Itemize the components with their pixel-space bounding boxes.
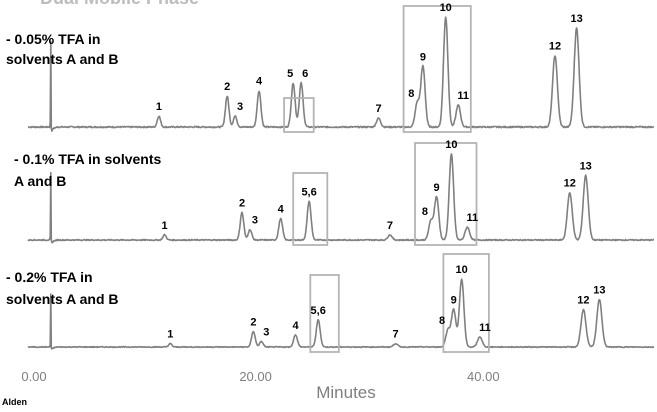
- trace-line: [27, 16, 655, 132]
- peak-label: 12: [549, 41, 561, 53]
- highlight-box: [442, 253, 490, 353]
- chart-title: Dual Mobile Phase: [40, 0, 199, 8]
- peak-label: 7: [387, 220, 393, 232]
- peak-label: 8: [408, 88, 414, 100]
- highlight-box: [283, 97, 315, 133]
- peak-label: 4: [292, 320, 299, 332]
- peak-label: 12: [577, 295, 589, 307]
- series-label: - 0.05% TFA in: [6, 31, 100, 47]
- peak-label: 5,6: [301, 186, 316, 198]
- x-tick-label: 40.00: [467, 369, 500, 384]
- peak-label: 13: [570, 13, 582, 25]
- series-label: - 0.2% TFA in: [6, 269, 93, 285]
- peak-label: 2: [239, 198, 245, 210]
- peak-label: 1: [156, 101, 162, 113]
- peak-label: 5: [287, 68, 293, 80]
- peak-label: 13: [593, 284, 605, 296]
- trace-line: [27, 153, 655, 244]
- peak-label: 9: [420, 52, 426, 64]
- series-label: solvents A and B: [6, 291, 119, 307]
- peak-label: 9: [451, 295, 457, 307]
- footer-text: Alden: [2, 397, 27, 407]
- peak-label: 11: [457, 90, 469, 102]
- x-axis-label: Minutes: [316, 383, 376, 402]
- highlight-box: [414, 142, 478, 246]
- peak-label: 3: [237, 101, 243, 113]
- trace-line: [27, 278, 655, 350]
- peak-label: 4: [278, 204, 285, 216]
- peak-label: 2: [224, 81, 230, 93]
- series-label: solvents A and B: [6, 51, 119, 67]
- peak-label: 3: [252, 215, 258, 227]
- highlight-box: [402, 5, 472, 133]
- peak-label: 7: [376, 103, 382, 115]
- peak-label: 2: [250, 316, 256, 328]
- peak-label: 11: [479, 322, 491, 334]
- peak-label: 3: [263, 327, 269, 339]
- x-tick-label: 20.00: [239, 369, 272, 384]
- peak-label: 5,6: [311, 305, 326, 317]
- peak-label: 10: [445, 139, 457, 151]
- series-label: - 0.1% TFA in solvents: [14, 151, 162, 167]
- highlight-box: [292, 172, 329, 246]
- peak-label: 10: [455, 264, 467, 276]
- peak-label: 10: [440, 2, 452, 14]
- peak-label: 8: [439, 315, 445, 327]
- peak-label: 12: [564, 178, 576, 190]
- peak-label: 1: [167, 329, 173, 341]
- peak-label: 8: [422, 206, 428, 218]
- peak-label: 4: [256, 76, 263, 88]
- peak-label: 7: [393, 329, 399, 341]
- peak-label: 11: [466, 212, 478, 224]
- x-tick-label: 0.00: [21, 369, 46, 384]
- peak-label: 6: [302, 68, 308, 80]
- highlight-box: [309, 274, 340, 353]
- series-label: A and B: [14, 173, 66, 189]
- peak-label: 1: [162, 220, 168, 232]
- peak-label: 13: [580, 161, 592, 173]
- peak-label: 9: [434, 182, 440, 194]
